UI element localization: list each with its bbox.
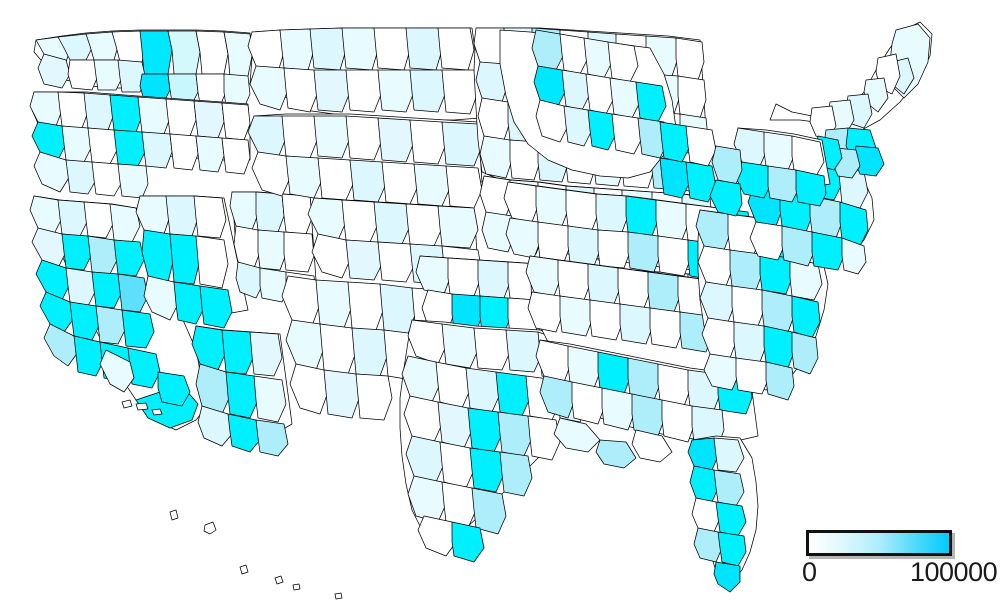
colorbar-gradient <box>809 533 949 553</box>
region-texas <box>400 320 590 562</box>
region-hawaii-inset <box>170 510 342 599</box>
region-pacific-northwest <box>30 30 252 198</box>
region-florida <box>688 436 758 592</box>
region-northeast <box>710 22 932 216</box>
colorbar-max-label: 100000 <box>910 557 998 587</box>
colorbar-tick-labels: 0 100000 <box>802 555 998 589</box>
colorbar-frame[interactable] <box>806 530 952 556</box>
region-south <box>526 256 774 468</box>
colorbar-min-label: 0 <box>802 557 817 587</box>
map-legend: 0 100000 <box>802 530 998 589</box>
region-california <box>30 196 214 430</box>
